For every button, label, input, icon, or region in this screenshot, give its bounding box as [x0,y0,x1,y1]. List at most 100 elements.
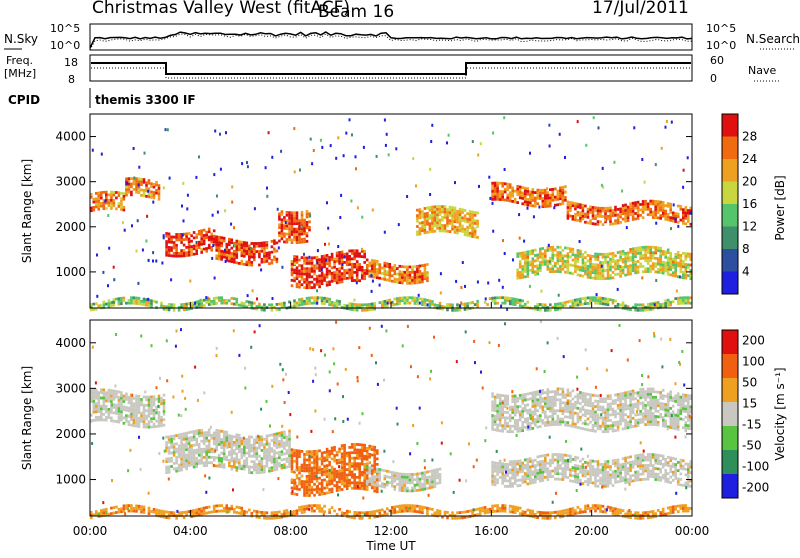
data-cell [143,404,146,407]
data-cell [135,185,138,188]
data-cell [103,394,106,397]
data-cell [649,211,652,214]
data-cell [226,254,229,257]
data-cell [677,221,680,224]
data-cell [629,393,632,396]
data-cell [557,393,560,396]
data-cell [449,230,452,233]
data-cell [624,263,627,266]
data-cell [629,415,632,418]
data-cell [446,214,449,217]
data-cell [276,260,279,263]
data-cell [685,263,688,266]
data-cell [303,453,306,456]
data-cell [572,411,575,414]
data-cell [503,116,505,119]
data-cell [190,439,193,442]
data-cell [589,410,592,413]
data-cell [228,443,231,446]
data-cell [203,456,206,459]
data-cell [318,261,321,264]
data-cell [559,268,562,271]
data-cell [584,297,587,300]
data-cell [210,238,213,241]
data-cell [261,438,264,441]
data-cell [281,464,284,467]
data-cell [419,302,421,305]
data-cell [110,389,113,392]
nave-tick-bottom: 0 [710,72,717,85]
data-cell [148,179,151,182]
data-cell [662,266,665,269]
data-cell [210,249,213,252]
data-cell [323,451,326,454]
data-cell [501,413,504,416]
data-cell [306,478,309,481]
data-cell [143,396,146,399]
data-cell [592,277,595,280]
data-cell [373,481,376,484]
data-cell [368,264,371,267]
data-cell [557,259,560,262]
data-cell [612,299,615,302]
nave-tick-top: 60 [710,54,724,67]
data-cell [597,427,600,430]
data-cell [454,309,457,312]
data-cell [296,214,299,217]
data-cell [519,427,522,430]
data-cell [612,427,615,430]
data-cell [175,255,178,258]
data-cell [632,390,635,393]
data-cell [424,213,427,216]
data-cell [534,191,537,194]
data-cell [574,216,577,219]
data-cell [421,216,424,219]
data-cell [609,266,612,269]
data-cell [123,422,126,425]
data-cell [492,230,494,233]
data-cell [547,424,550,427]
data-cell [326,281,329,284]
data-cell [361,457,364,460]
data-cell [624,408,627,411]
data-cell [584,409,587,412]
data-cell [549,205,552,208]
data-cell [363,463,366,466]
data-cell [391,477,394,480]
data-cell [338,275,341,278]
data-cell [118,407,121,410]
data-cell [193,460,196,463]
data-cell [208,303,211,306]
data-cell [456,215,459,218]
data-cell [391,482,394,485]
data-cell [153,194,156,197]
data-cell [148,398,151,401]
data-cell [145,426,148,429]
data-cell [333,279,336,282]
data-cell [587,302,590,305]
data-cell [421,475,424,478]
data-cell [200,248,203,251]
data-cell [273,433,276,436]
data-cell [175,467,178,470]
data-cell [519,302,522,305]
data-cell [562,249,565,252]
data-cell [418,294,420,297]
data-cell [336,454,339,457]
data-cell [642,303,645,306]
data-cell [474,303,477,306]
data-cell [243,255,246,258]
data-cell [464,209,467,212]
colorbar-block [722,227,738,250]
data-cell [604,419,607,422]
data-cell [213,235,216,238]
data-cell [594,206,597,209]
data-cell [454,209,457,212]
data-cell [183,244,186,247]
data-cell [321,282,324,285]
data-cell [602,215,605,218]
data-cell [667,202,670,205]
data-cell [130,302,133,305]
data-cell [589,257,592,260]
data-cell [564,394,567,397]
